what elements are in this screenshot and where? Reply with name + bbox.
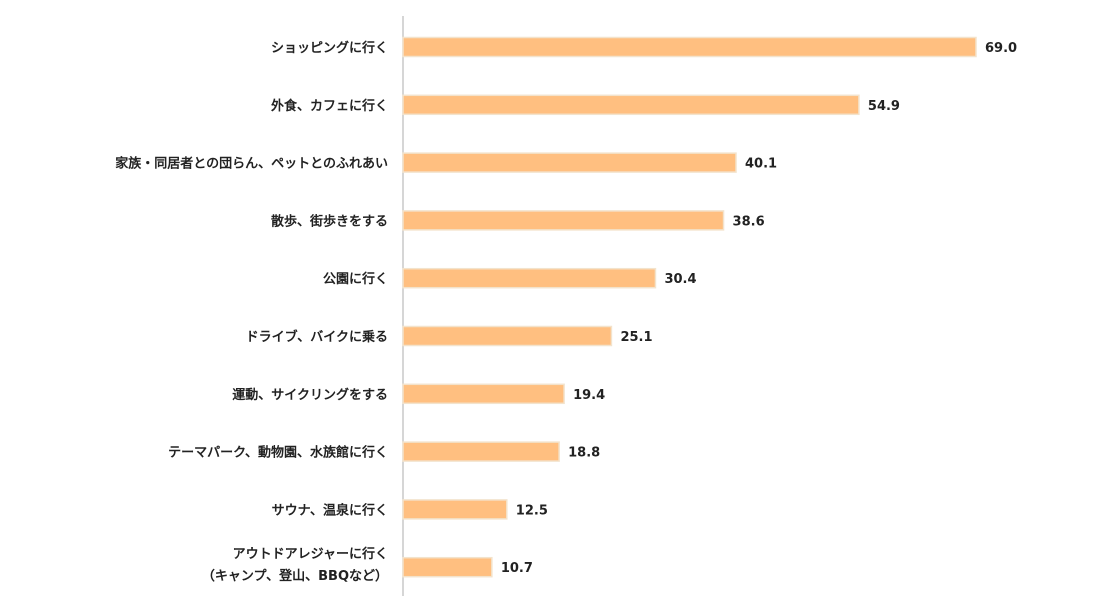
value-label: 38.6 — [733, 214, 765, 229]
bar — [402, 267, 657, 289]
value-label: 25.1 — [620, 330, 652, 345]
category-label: ドライブ、バイクに乗る — [246, 329, 388, 345]
category-label: アウトドアレジャーに行く（キャンプ、登山、BBQなど） — [202, 546, 388, 584]
value-label: 18.8 — [568, 446, 600, 461]
category-label: サウナ、温泉に行く — [272, 502, 388, 518]
bar — [402, 441, 560, 462]
value-labels: 69.0 54.9 40.1 38.6 30.4 25.1 19.4 18.8 12.5 10.7 — [501, 41, 1017, 576]
bar — [402, 36, 977, 58]
category-label: ショッピングに行く — [271, 40, 388, 56]
value-label: 10.7 — [501, 561, 533, 576]
bar — [402, 325, 613, 347]
category-label: テーマパーク、動物園、水族館に行く — [168, 445, 388, 461]
bar — [402, 94, 860, 116]
value-label: 54.9 — [868, 99, 900, 114]
category-label: 外食、カフェに行く — [270, 98, 388, 114]
bar — [402, 383, 565, 405]
value-label: 19.4 — [573, 388, 605, 403]
category-label: 公園に行く — [323, 271, 388, 287]
bar — [402, 499, 508, 520]
value-label: 12.5 — [516, 503, 548, 518]
value-label: 40.1 — [745, 157, 777, 172]
bar — [402, 152, 737, 173]
value-label: 69.0 — [985, 41, 1017, 56]
value-label: 30.4 — [664, 272, 696, 287]
category-label: 運動、サイクリングをする — [232, 387, 388, 403]
category-label: 家族・同居者との団らん、ペットとのふれあい — [115, 156, 388, 172]
category-labels: ショッピングに行く外食、カフェに行く家族・同居者との団らん、ペットとのふれあい散… — [115, 40, 388, 584]
bar — [402, 210, 725, 231]
category-label: 散歩、街歩きをする — [271, 213, 388, 229]
bar — [402, 556, 493, 578]
bar-group — [402, 36, 977, 578]
